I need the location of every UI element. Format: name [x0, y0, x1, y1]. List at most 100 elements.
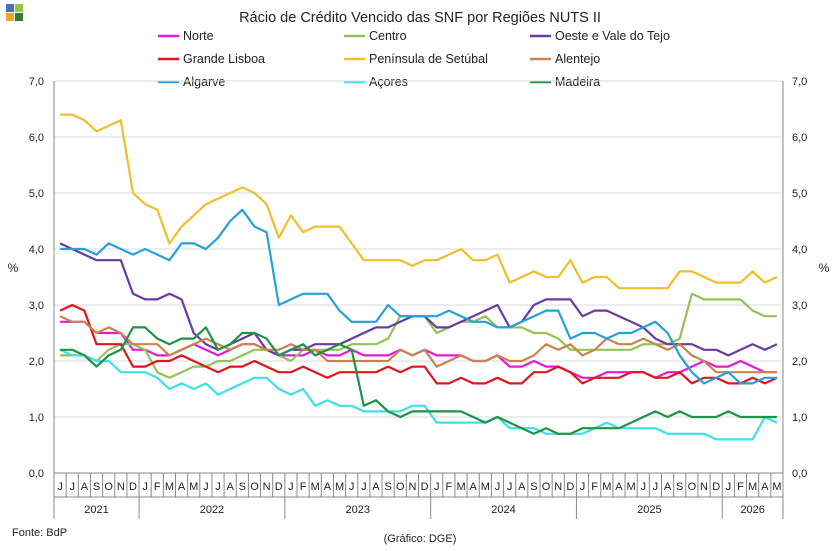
y-tick-label-left: 6,0 — [29, 132, 44, 144]
x-tick-label: M — [189, 481, 198, 493]
y-axis-label-right: % — [819, 261, 830, 275]
x-tick-label: S — [384, 481, 391, 493]
legend-label: Algarve — [183, 75, 225, 89]
series-line-algarve — [60, 208, 777, 385]
series-line-a-ores — [59, 348, 778, 441]
x-tick-label: M — [748, 481, 757, 493]
axes: 0,0 0,0 1,0 1,0 2,0 2,0 3,0 3,0 4,0 4,0 5,0 5,0 6,0 6… — [29, 76, 807, 519]
series-line-alentejo — [59, 315, 777, 374]
x-tick-label: O — [688, 481, 697, 493]
x-tick-label: J — [495, 481, 501, 493]
x-tick-label: F — [591, 481, 598, 493]
x-tick-label: S — [530, 481, 537, 493]
y-tick-label-right: 7,0 — [792, 76, 807, 88]
series-line-pen-nsula-de-set-bal — [60, 113, 778, 290]
year-label: 2021 — [84, 504, 108, 516]
x-tick-label: M — [311, 481, 320, 493]
x-tick-label: M — [456, 481, 465, 493]
x-tick-label: J — [349, 481, 355, 493]
x-tick-label: A — [324, 481, 332, 493]
x-tick-label: N — [700, 481, 708, 493]
x-tick-label: J — [641, 481, 647, 493]
year-label: 2025 — [637, 504, 661, 516]
y-tick-label-left: 0,0 — [29, 468, 44, 480]
x-tick-label: D — [129, 481, 137, 493]
dge-logo-icon — [6, 4, 24, 22]
x-tick-label: J — [434, 481, 440, 493]
x-tick-label: J — [57, 481, 63, 493]
x-tick-label: A — [372, 481, 380, 493]
y-tick-label-left: 4,0 — [29, 244, 44, 256]
x-tick-label: J — [142, 481, 148, 493]
x-tick-label: O — [542, 481, 551, 493]
x-tick-label: S — [93, 481, 100, 493]
legend-label: Alentejo — [555, 52, 600, 66]
x-tick-label: J — [653, 481, 659, 493]
x-tick-label: M — [481, 481, 490, 493]
legend-label: Açores — [369, 75, 408, 89]
x-tick-label: S — [239, 481, 246, 493]
chart-title: Rácio de Crédito Vencido das SNF por Reg… — [239, 10, 601, 26]
x-tick-label: J — [288, 481, 294, 493]
x-tick-label: O — [396, 481, 405, 493]
y-axis-label-left: % — [8, 261, 19, 275]
x-tick-label: A — [227, 481, 235, 493]
series-line-madeira — [60, 326, 777, 435]
y-tick-label-right: 6,0 — [792, 132, 807, 144]
year-label: 2026 — [740, 504, 764, 516]
chart-credit: (Gráfico: DGE) — [384, 533, 457, 545]
x-tick-label: F — [154, 481, 161, 493]
y-tick-label-left: 1,0 — [29, 412, 44, 424]
x-tick-label: N — [117, 481, 125, 493]
x-tick-label: A — [664, 481, 672, 493]
x-tick-label: N — [554, 481, 562, 493]
x-tick-label: A — [81, 481, 89, 493]
x-tick-label: M — [335, 481, 344, 493]
x-tick-label: J — [203, 481, 209, 493]
x-tick-label: A — [518, 481, 526, 493]
x-tick-label: A — [761, 481, 769, 493]
grid-lines — [54, 80, 783, 418]
x-tick-label: D — [275, 481, 283, 493]
y-tick-label-right: 5,0 — [792, 188, 807, 200]
x-tick-label: F — [446, 481, 453, 493]
legend-label: Madeira — [555, 75, 600, 89]
x-tick-label: D — [421, 481, 429, 493]
legend-label: Península de Setúbal — [369, 52, 488, 66]
series-lines — [59, 113, 778, 441]
y-tick-label-left: 2,0 — [29, 356, 44, 368]
x-tick-label: O — [250, 481, 259, 493]
x-tick-label: J — [580, 481, 586, 493]
y-tick-label-left: 7,0 — [29, 76, 44, 88]
y-tick-label-right: 0,0 — [792, 468, 807, 480]
y-tick-label-right: 4,0 — [792, 244, 807, 256]
series-line-grande-lisboa — [59, 303, 778, 385]
year-label: 2023 — [346, 504, 370, 516]
x-tick-label: N — [263, 481, 271, 493]
x-tick-label: D — [566, 481, 574, 493]
x-tick-label: M — [602, 481, 611, 493]
y-tick-label-right: 1,0 — [792, 412, 807, 424]
legend-label: Grande Lisboa — [183, 52, 265, 66]
legend-label: Oeste e Vale do Tejo — [555, 29, 670, 43]
chart-legend: Norte Centro Oeste e Vale do Tejo Grande Li… — [158, 29, 670, 89]
x-tick-label: N — [408, 481, 416, 493]
x-tick-label: S — [676, 481, 683, 493]
x-tick-label: M — [165, 481, 174, 493]
legend-label: Centro — [369, 29, 407, 43]
x-tick-label: M — [772, 481, 781, 493]
x-tick-label: J — [215, 481, 221, 493]
x-tick-label: J — [361, 481, 367, 493]
y-tick-label-left: 5,0 — [29, 188, 44, 200]
x-tick-label: J — [726, 481, 732, 493]
y-tick-label-left: 3,0 — [29, 300, 44, 312]
legend-label: Norte — [183, 29, 214, 43]
x-tick-label: O — [104, 481, 113, 493]
x-tick-label: F — [737, 481, 744, 493]
x-tick-label: J — [507, 481, 513, 493]
y-tick-label-right: 2,0 — [792, 356, 807, 368]
x-tick-label: A — [178, 481, 186, 493]
x-tick-label: F — [300, 481, 307, 493]
y-tick-label-right: 3,0 — [792, 300, 807, 312]
